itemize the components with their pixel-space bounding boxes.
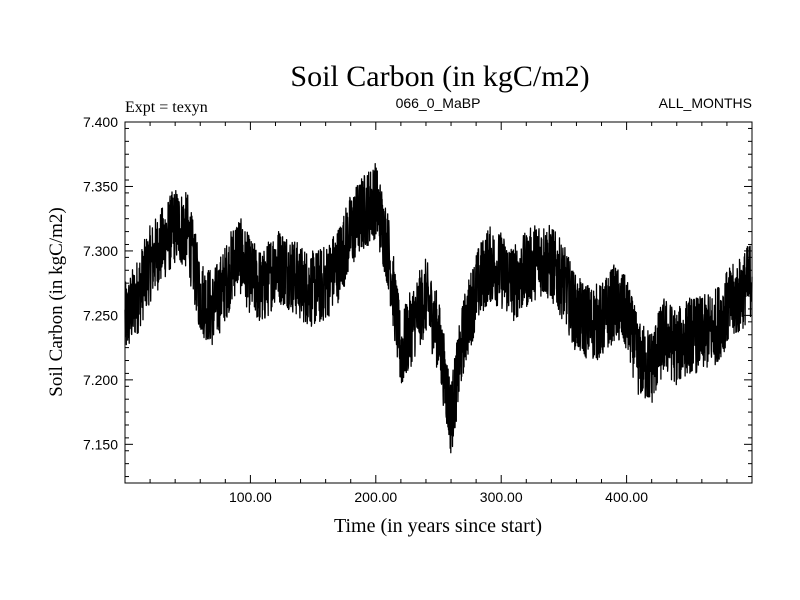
- y-axis-label: Soil Carbon (in kgC/m2): [46, 207, 67, 396]
- x-tick-label: 300.00: [480, 489, 523, 505]
- series-line: [124, 163, 753, 454]
- y-tick-label: 7.150: [83, 436, 118, 452]
- plot-area: 100.00 200.00 300.00 400.00 7.150 7.200 7.250 7…: [83, 114, 753, 505]
- x-tick-label: 100.00: [229, 489, 272, 505]
- period-label: 066_0_MaBP: [396, 95, 481, 111]
- x-tick-label: 400.00: [605, 489, 648, 505]
- y-tick-label: 7.400: [83, 114, 118, 130]
- plot-frame: [124, 121, 753, 484]
- y-tick-label: 7.350: [83, 178, 118, 194]
- experiment-label: Expt = texyn: [125, 99, 208, 116]
- months-label: ALL_MONTHS: [659, 95, 752, 111]
- y-tick-label: 7.300: [83, 243, 118, 259]
- chart-title: Soil Carbon (in kgC/m2): [290, 60, 589, 93]
- y-tick-label: 7.250: [83, 307, 118, 323]
- x-tick-label: 200.00: [354, 489, 397, 505]
- y-tick-label: 7.200: [83, 372, 118, 388]
- x-axis-label: Time (in years since start): [334, 515, 542, 537]
